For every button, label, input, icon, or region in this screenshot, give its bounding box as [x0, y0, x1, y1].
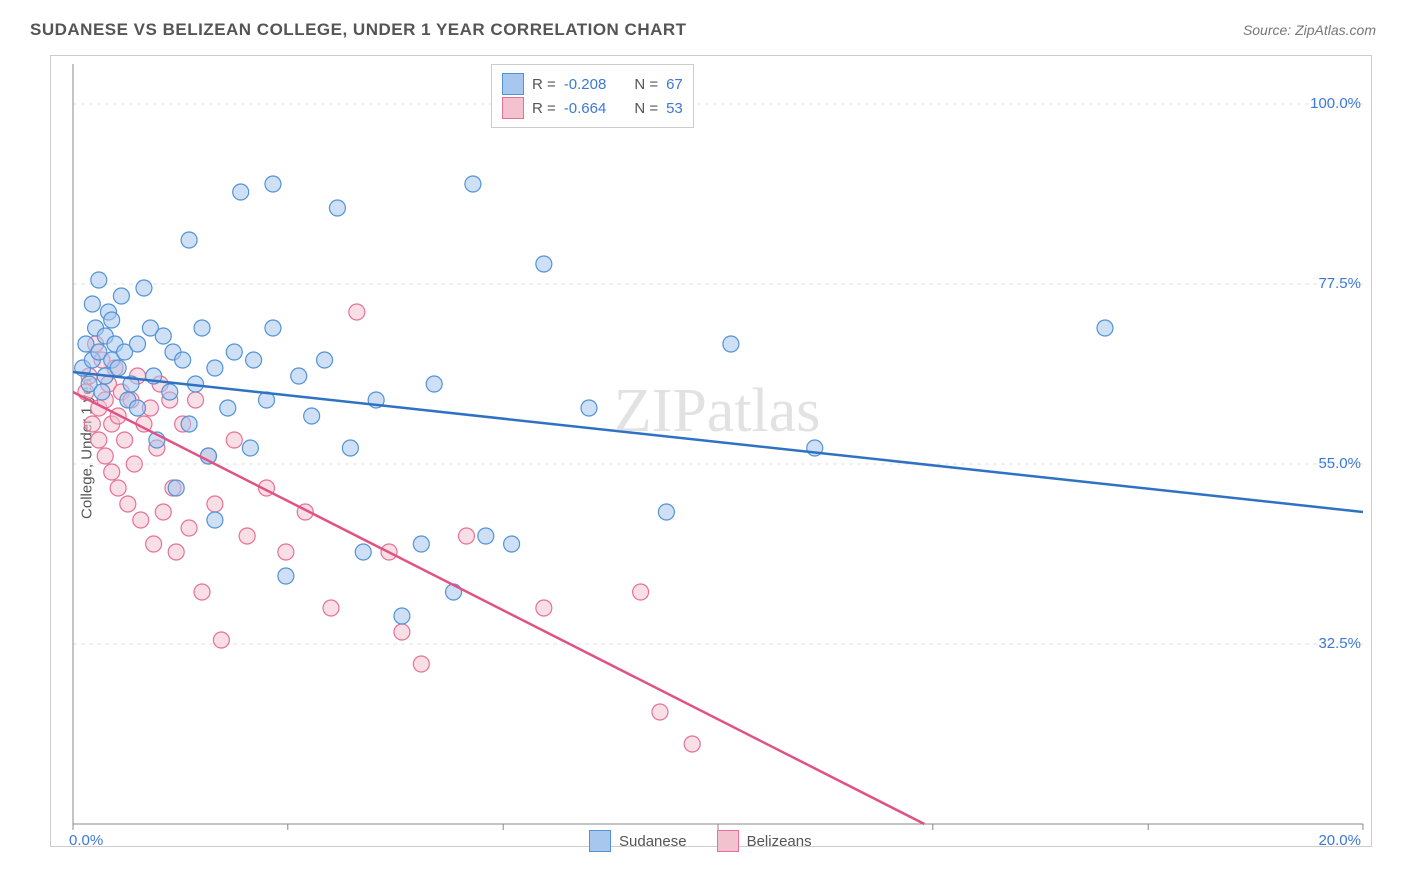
legend-r-sudanese: -0.208: [564, 76, 607, 93]
y-tick-label: 55.0%: [1318, 455, 1361, 472]
legend-r-label: R =: [532, 76, 556, 93]
legend-n-label: N =: [634, 100, 658, 117]
legend-swatch-belizeans: [717, 830, 739, 852]
legend-n-label: N =: [634, 76, 658, 93]
legend-swatch-belizeans: [502, 97, 524, 119]
legend-n-belizeans: 53: [666, 100, 683, 117]
legend-correlation-stats: R = -0.208 N = 67 R = -0.664 N = 53: [491, 64, 694, 128]
legend-series-names: Sudanese Belizeans: [589, 830, 812, 852]
x-tick-label: 0.0%: [69, 832, 103, 849]
y-tick-label: 32.5%: [1318, 635, 1361, 652]
chart-container: ZIPatlas R = -0.208 N = 67 R = -0.664 N …: [50, 55, 1372, 847]
legend-r-label: R =: [532, 100, 556, 117]
y-tick-label: 77.5%: [1318, 275, 1361, 292]
y-tick-label: 100.0%: [1310, 95, 1361, 112]
legend-swatch-sudanese: [589, 830, 611, 852]
chart-title: SUDANESE VS BELIZEAN COLLEGE, UNDER 1 YE…: [30, 20, 687, 40]
legend-label-sudanese: Sudanese: [619, 833, 687, 850]
legend-label-belizeans: Belizeans: [747, 833, 812, 850]
legend-r-belizeans: -0.664: [564, 100, 607, 117]
legend-item-belizeans: Belizeans: [717, 830, 812, 852]
legend-row-sudanese: R = -0.208 N = 67: [502, 73, 683, 95]
legend-item-sudanese: Sudanese: [589, 830, 687, 852]
legend-swatch-sudanese: [502, 73, 524, 95]
correlation-scatter-chart: [51, 56, 1371, 846]
legend-row-belizeans: R = -0.664 N = 53: [502, 97, 683, 119]
x-tick-label: 20.0%: [1318, 832, 1361, 849]
legend-n-sudanese: 67: [666, 76, 683, 93]
chart-source: Source: ZipAtlas.com: [1243, 22, 1376, 38]
